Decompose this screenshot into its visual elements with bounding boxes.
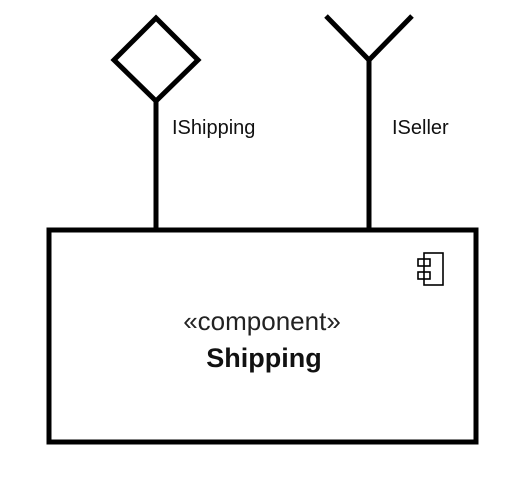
interface-iseller: ISeller (324, 14, 449, 230)
interface-ishipping: IShipping (110, 14, 255, 230)
component-icon (417, 252, 444, 286)
fork-icon (324, 14, 414, 64)
component-shipping: «component» Shipping (46, 227, 479, 445)
diamond-icon (110, 14, 202, 105)
interface-label-ishipping: IShipping (172, 117, 255, 139)
interface-label-iseller: ISeller (392, 117, 449, 139)
component-box (46, 227, 479, 445)
component-name: Shipping (206, 343, 321, 373)
component-stereotype: «component» (183, 306, 341, 336)
